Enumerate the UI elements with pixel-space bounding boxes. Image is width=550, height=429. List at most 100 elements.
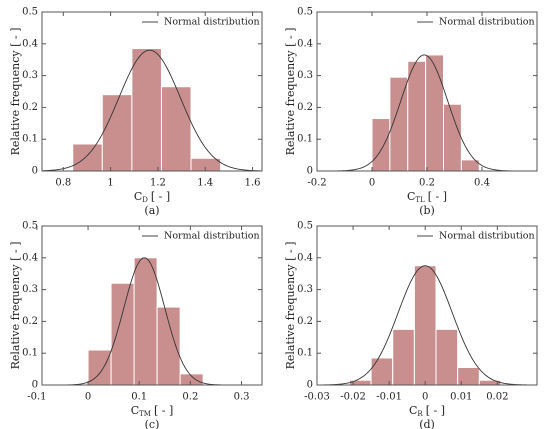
y-tick-label: 0 bbox=[32, 380, 38, 391]
y-tick-label: 0.2 bbox=[297, 102, 313, 113]
x-tick-label: 0 bbox=[369, 178, 375, 189]
x-tick-label: 0.4 bbox=[474, 178, 490, 189]
x-label-subscript: TL bbox=[415, 196, 425, 204]
legend-label: Normal distribution bbox=[164, 231, 260, 242]
x-label-subscript: TM bbox=[139, 410, 151, 418]
x-label-symbol: C bbox=[409, 404, 417, 417]
x-tick-label: 1.4 bbox=[197, 178, 213, 189]
x-tick-label: 1.2 bbox=[150, 178, 166, 189]
y-axis-label: Relative frequency [ - ] bbox=[284, 242, 297, 370]
panel-label: (c) bbox=[145, 418, 160, 429]
x-tick-label: 0.2 bbox=[182, 392, 198, 403]
x-label-symbol: C bbox=[407, 190, 415, 203]
x-label-symbol: C bbox=[131, 404, 139, 417]
y-tick-label: 0.4 bbox=[297, 252, 313, 263]
x-tick-label: 0.2 bbox=[419, 178, 435, 189]
y-tick-label: 0.3 bbox=[22, 284, 38, 295]
normal-curve bbox=[316, 265, 538, 386]
y-tick-label: 0.4 bbox=[22, 38, 38, 49]
y-tick-label: 0.4 bbox=[297, 38, 313, 49]
panel: 0 0.1 0.2 0.3 0.4 0.5 0.8 1 1.2 1.4 1.6 Relative fr… bbox=[9, 7, 263, 217]
y-tick-label: 0 bbox=[32, 166, 38, 177]
bar bbox=[133, 257, 158, 386]
y-tick-label: 0.5 bbox=[22, 221, 38, 232]
x-label-symbol: C bbox=[134, 190, 142, 203]
y-tick-label: 0.1 bbox=[297, 348, 313, 359]
y-tick-label: 0.2 bbox=[22, 102, 38, 113]
panel-label: (a) bbox=[144, 204, 159, 217]
bar bbox=[425, 54, 444, 172]
x-tick-label: -0.1 bbox=[27, 392, 46, 403]
y-tick-label: 0.5 bbox=[297, 221, 313, 232]
bar bbox=[371, 118, 391, 172]
y-tick-label: 0.2 bbox=[297, 316, 313, 327]
bar bbox=[190, 157, 222, 172]
x-axis-label: CTM[ - ] bbox=[131, 404, 174, 418]
bar bbox=[72, 143, 103, 172]
x-axis-label: CTL[ - ] bbox=[407, 190, 447, 204]
x-tick-label: 0.01 bbox=[450, 392, 472, 403]
y-tick-label: 0 bbox=[307, 380, 313, 391]
x-tick-label: 0 bbox=[422, 392, 428, 403]
x-tick-label: 0.02 bbox=[486, 392, 508, 403]
y-tick-label: 0.5 bbox=[22, 7, 38, 18]
bar bbox=[370, 357, 394, 386]
y-tick-label: 0.1 bbox=[22, 348, 38, 359]
x-tick-label: -0.01 bbox=[376, 392, 402, 403]
x-tick-label: 0.1 bbox=[131, 392, 147, 403]
bar bbox=[179, 373, 204, 386]
legend-label: Normal distribution bbox=[164, 17, 260, 28]
legend-label: Normal distribution bbox=[439, 17, 535, 28]
normal-curve bbox=[41, 49, 263, 172]
x-label-subscript: D bbox=[142, 196, 148, 204]
y-tick-label: 0 bbox=[307, 166, 313, 177]
bar bbox=[110, 282, 135, 386]
x-tick-label: 0.3 bbox=[234, 392, 250, 403]
bar bbox=[156, 306, 181, 386]
x-axis-label: CR[ - ] bbox=[409, 404, 445, 418]
y-tick-label: 0.1 bbox=[297, 134, 313, 145]
x-label-unit: [ - ] bbox=[154, 404, 173, 417]
panel-label: (b) bbox=[419, 204, 435, 217]
y-tick-label: 0.3 bbox=[297, 70, 313, 81]
x-axis-label: CD[ - ] bbox=[134, 190, 170, 204]
bar bbox=[413, 265, 437, 386]
x-tick-label: -0.02 bbox=[340, 392, 366, 403]
x-tick-label: -0.03 bbox=[304, 392, 330, 403]
x-label-unit: [ - ] bbox=[426, 404, 445, 417]
y-axis-label: Relative frequency [ - ] bbox=[284, 28, 297, 156]
x-tick-label: 0 bbox=[85, 392, 91, 403]
bar bbox=[131, 48, 162, 172]
y-axis-label: Relative frequency [ - ] bbox=[9, 28, 22, 156]
x-tick-label: 1 bbox=[107, 178, 113, 189]
x-label-unit: [ - ] bbox=[151, 190, 170, 203]
x-tick-label: 0.8 bbox=[55, 178, 71, 189]
plot-frame bbox=[41, 225, 263, 386]
plot-frame bbox=[41, 11, 263, 172]
legend-label: Normal distribution bbox=[439, 231, 535, 242]
x-label-unit: [ - ] bbox=[428, 190, 447, 203]
normal-curve bbox=[317, 54, 537, 172]
bar bbox=[101, 94, 133, 172]
bar bbox=[392, 328, 415, 386]
y-tick-label: 0.1 bbox=[22, 134, 38, 145]
bar bbox=[87, 349, 112, 386]
y-tick-label: 0.4 bbox=[22, 252, 38, 263]
bar bbox=[435, 328, 459, 386]
y-tick-label: 0.5 bbox=[297, 7, 313, 18]
x-label-subscript: R bbox=[417, 410, 423, 418]
y-axis-label: Relative frequency [ - ] bbox=[9, 242, 22, 370]
plot-frame bbox=[316, 225, 538, 386]
bar bbox=[160, 86, 192, 172]
panel: 0 0.1 0.2 0.3 0.4 0.5 -0.03 -0.02 -0.01 0 0.01 0.02… bbox=[284, 221, 538, 429]
y-tick-label: 0.2 bbox=[22, 316, 38, 327]
y-tick-label: 0.3 bbox=[22, 70, 38, 81]
x-tick-label: -0.2 bbox=[307, 178, 326, 189]
bar bbox=[407, 60, 427, 172]
y-tick-label: 0.3 bbox=[297, 284, 313, 295]
panel-label: (d) bbox=[419, 418, 435, 429]
x-tick-label: 1.6 bbox=[245, 178, 261, 189]
